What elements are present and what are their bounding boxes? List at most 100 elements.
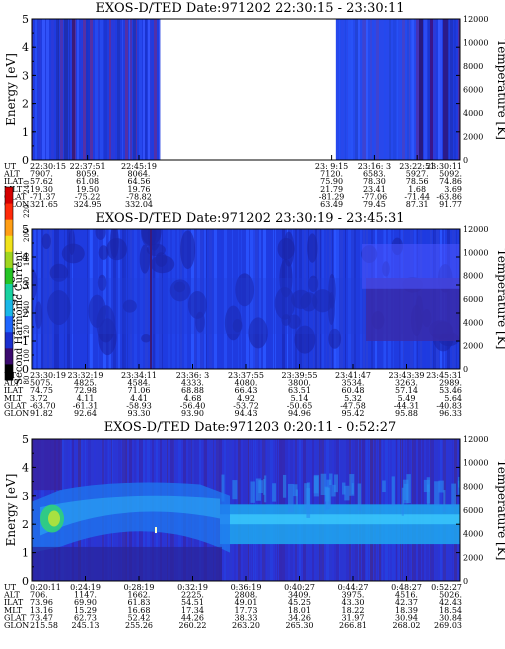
cell-ilat: 64.56 xyxy=(128,177,151,186)
colorbar-segment xyxy=(5,219,13,236)
cell-mlt: 18.39 xyxy=(395,606,418,615)
row-label: ALT xyxy=(3,591,20,600)
cell-ut: 23:39:55 xyxy=(282,371,318,380)
cell-mlt: 19.50 xyxy=(76,185,99,194)
row-label: ALT xyxy=(3,170,20,179)
cell-mlt: 19.30 xyxy=(30,185,53,194)
cell-alt: 706. xyxy=(30,591,48,600)
cell-alt: 3263. xyxy=(395,379,418,388)
cell-ut: 22:45:19 xyxy=(121,162,157,171)
cell-glon: 245.13 xyxy=(72,621,100,630)
cell-glat: -75.22 xyxy=(75,192,101,201)
cell-mlt: 5.32 xyxy=(344,394,362,403)
cell-glon: 263.20 xyxy=(232,621,260,630)
y2-tick-label: 12000 xyxy=(463,225,488,234)
cell-glon: 321.65 xyxy=(30,200,58,209)
cell-ut: 0:48:27 xyxy=(391,583,422,592)
colorbar-tick-label: 240 xyxy=(23,180,31,193)
y2-tick-label: 6000 xyxy=(463,86,483,95)
row-label: UT xyxy=(4,162,17,171)
cell-glat: 31.97 xyxy=(342,613,365,622)
cell-glon: 95.42 xyxy=(342,409,365,418)
y-tick-label: 1 xyxy=(22,547,29,560)
cell-ut: 0:52:27 xyxy=(431,583,462,592)
cell-mlt: 4.68 xyxy=(184,394,202,403)
cell-alt: 1662. xyxy=(128,591,151,600)
colorbar-segment xyxy=(5,267,13,284)
row-label: MLT xyxy=(4,606,23,615)
y2-tick-label: 8000 xyxy=(463,482,483,491)
cell-glat: 62.73 xyxy=(74,613,97,622)
row-label: GLAT xyxy=(4,192,27,201)
cell-mlt: 4.11 xyxy=(77,394,95,403)
y2-tick-label: 2000 xyxy=(463,553,483,562)
cell-glon: 260.22 xyxy=(179,621,207,630)
cell-alt: 3534. xyxy=(342,379,365,388)
cell-mlt: 5.49 xyxy=(398,394,416,403)
cell-ut: 0:20:11 xyxy=(30,583,61,592)
cell-alt: 5092. xyxy=(439,170,462,179)
cell-ut: 0:24:19 xyxy=(70,583,101,592)
cell-alt: 2808. xyxy=(235,591,258,600)
cell-alt: 2989. xyxy=(439,379,462,388)
y2-tick-label: 8000 xyxy=(463,272,483,281)
cell-alt: 4080. xyxy=(235,379,258,388)
cell-alt: 5927. xyxy=(406,170,429,179)
row-label: GLON xyxy=(4,621,29,630)
cell-ilat: 57.62 xyxy=(30,177,53,186)
y-tick-label: 5 xyxy=(22,13,29,26)
y-tick-label: 0 xyxy=(22,363,29,376)
cell-ilat: 60.48 xyxy=(342,386,365,395)
y-tick-label: 3 xyxy=(22,69,29,82)
heatmap-area xyxy=(32,19,460,160)
cell-glat: -53.72 xyxy=(233,401,259,410)
cell-glon: 63.49 xyxy=(320,200,343,209)
cell-glat: -77.06 xyxy=(362,192,388,201)
cell-mlt: 23.41 xyxy=(363,185,386,194)
colorbar-tick-label: 140 xyxy=(23,301,31,314)
row-label: UT xyxy=(4,583,17,592)
y2-tick-label: 6000 xyxy=(463,295,483,304)
cell-glat: -71.44 xyxy=(404,192,430,201)
cell-alt: 4333. xyxy=(181,379,204,388)
cell-ilat: 75.90 xyxy=(320,177,343,186)
colorbar-segment xyxy=(5,347,13,365)
cell-glat: 30.84 xyxy=(439,613,462,622)
colorbar-segment xyxy=(5,203,13,220)
y2-tick-label: 6000 xyxy=(463,506,483,515)
cell-glon: 215.58 xyxy=(30,621,58,630)
cell-glat: 38.33 xyxy=(235,613,258,622)
y2-axis-label: Temperature [K] xyxy=(495,460,505,561)
cell-glon: 87.31 xyxy=(406,200,429,209)
y-tick-label: 0 xyxy=(22,575,29,588)
cell-ut: 23:32:19 xyxy=(68,371,104,380)
colorbar-tick-label: 160 xyxy=(23,277,31,290)
y-tick-label: 3 xyxy=(22,490,29,503)
cell-glat: 52.42 xyxy=(128,613,151,622)
cell-ut: 23:43:39 xyxy=(389,371,425,380)
spectrogram-panel-2: EXOS-D/TED Date:971202 23:30:19 - 23:45:… xyxy=(3,211,505,418)
cell-mlt: 4.92 xyxy=(237,394,255,403)
y-tick-label: 2 xyxy=(22,307,29,320)
cell-glat: -44.31 xyxy=(394,401,420,410)
cell-mlt: 1.68 xyxy=(408,185,426,194)
cell-alt: 8064. xyxy=(128,170,151,179)
colorbar-tick-label: 200 xyxy=(23,229,31,242)
cell-ut: 23:30:19 xyxy=(30,371,66,380)
y-tick-label: 4 xyxy=(22,41,29,54)
cell-ilat: 63.51 xyxy=(288,386,311,395)
cell-alt: 4516. xyxy=(395,591,418,600)
cell-glon: 96.33 xyxy=(439,409,462,418)
colorbar-tick-label: 180 xyxy=(23,253,31,266)
cell-ilat: 78.30 xyxy=(363,177,386,186)
cell-glon: 324.95 xyxy=(74,200,102,209)
cell-alt: 3800. xyxy=(288,379,311,388)
cell-glon: 93.30 xyxy=(128,409,151,418)
heatmap-area xyxy=(32,439,460,581)
cell-alt: 4584. xyxy=(128,379,151,388)
cell-ut: 23:34:11 xyxy=(121,371,157,380)
y-tick-label: 2 xyxy=(22,518,29,531)
cell-ilat: 57.14 xyxy=(395,386,418,395)
